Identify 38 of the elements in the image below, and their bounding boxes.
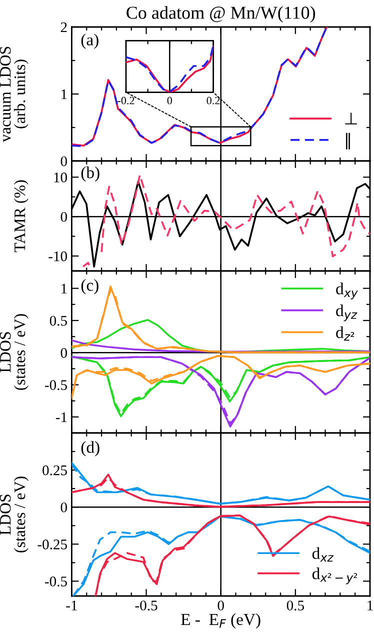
x-axis-title: E - E$_{F}$ (eV) — [181, 613, 260, 629]
x-tick-label: 1 — [368, 600, 373, 610]
y-tick-label: -0.5 — [44, 576, 67, 586]
x-tick-label: -0.2 — [118, 96, 134, 104]
legend-label: ∥ — [346, 132, 350, 150]
annotation: (a) — [81, 34, 98, 49]
x-tick-label: -0.5 — [135, 600, 158, 610]
y-tick-label: 10 — [54, 172, 67, 182]
y-tick-label: 1 — [62, 284, 67, 294]
legend-label: d$_{xy}$ — [336, 282, 358, 300]
y-tick-label: -0.5 — [44, 380, 67, 390]
legend-label: d$_{yz}$ — [336, 304, 358, 322]
legend-label: d$_{x²−y²}$ — [312, 568, 358, 584]
annotation: (d) — [81, 441, 100, 456]
y-axis-title: TAMR (%) — [14, 180, 28, 252]
x-tick-label: 0 — [167, 96, 172, 104]
y-tick-label: -0.25 — [38, 540, 67, 550]
x-tick-label: 0 — [218, 600, 224, 610]
y-tick-label: -1 — [56, 412, 67, 422]
y-axis-title: LDOS (states / eV) — [0, 314, 28, 390]
x-tick-label: 0.5 — [286, 600, 304, 610]
y-tick-label: 0 — [60, 156, 67, 166]
legend-label: ⊥ — [345, 112, 357, 124]
y-tick-label: 0 — [60, 502, 67, 512]
legend-label: d$_{z²}$ — [336, 326, 354, 341]
y-tick-label: 2 — [60, 22, 67, 32]
annotation: (c) — [81, 279, 98, 294]
chart-title: Co adatom @ Mn/W(110) — [126, 6, 316, 23]
y-tick-label: -10 — [48, 251, 67, 262]
annotation: (b) — [81, 166, 100, 182]
y-tick-label: 0.25 — [42, 465, 67, 476]
y-axis-title: LDOS (states / eV) — [0, 476, 28, 552]
x-tick-label: 0.2 — [206, 96, 220, 104]
legend-label: d$_{xz}$ — [312, 547, 334, 562]
y-tick-label: 0 — [60, 348, 67, 358]
y-tick-label: 0 — [60, 212, 67, 222]
y-axis-title: vacuum LDOS (arb. units) — [0, 46, 28, 142]
y-tick-label: 0.5 — [50, 316, 67, 326]
